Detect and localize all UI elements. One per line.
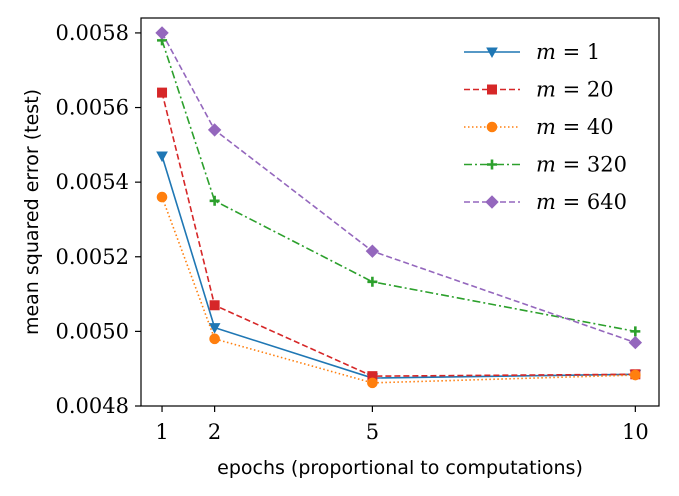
data-point-3-2 [367,276,378,287]
data-point-0-1 [208,323,221,334]
legend-entry-3: m = 320 [464,153,627,177]
data-point-1-1 [209,300,220,311]
plot-frame [140,17,660,407]
y-tick-label: 0.0052 [56,245,129,269]
x-axis-label: epochs (proportional to computations) [217,457,583,479]
legend-label-rest-3: = 320 [556,153,627,177]
legend-label-var-2: m [536,115,556,139]
y-axis-label: mean squared error (test) [21,89,43,335]
y-tick-label: 0.0054 [56,170,129,194]
series-line-4 [161,32,636,344]
x-tick-label: 5 [366,420,379,444]
legend-label-rest-0: = 1 [556,40,600,64]
x-tick-label: 1 [155,420,168,444]
data-point-1-0 [157,87,168,98]
legend-entry-2: m = 40 [464,115,614,139]
data-point-3-3 [630,326,641,337]
y-tick-label: 0.0048 [56,394,129,418]
legend-marker-3 [487,159,497,170]
data-point-4-3 [628,335,643,350]
legend-label-var-3: m [536,153,556,177]
y-tick-label: 0.0058 [56,21,129,45]
y-tick-label: 0.0050 [56,319,129,343]
legend-label-1: m = 20 [536,78,614,102]
legend-label-rest-2: = 40 [556,115,614,139]
data-point-2-1 [209,333,220,345]
legend-label-var-1: m [536,78,556,102]
legend-entry-0: m = 1 [464,40,600,64]
series-line-3 [161,40,636,333]
x-tick-label: 2 [208,420,221,444]
legend-label-0: m = 1 [536,40,600,64]
data-point-3-1 [209,195,220,206]
legend-label-rest-4: = 640 [556,190,627,214]
legend-marker-1 [487,84,497,95]
data-point-2-3 [630,369,641,381]
legend-label-2: m = 40 [536,115,614,139]
series-layer [155,26,643,389]
data-point-2-2 [367,377,378,389]
series-line-1 [161,92,636,377]
legend-entry-4: m = 640 [464,190,627,214]
data-point-0-0 [156,151,168,163]
y-tick-label: 0.0056 [56,96,129,120]
legend-marker-0 [486,47,498,59]
series-line-0 [161,155,636,379]
ticks-layer: 1 2 5 10 0.0048 0.0050 0.0052 0.0054 0.0056 0.005… [56,21,649,444]
legend-label-4: m = 640 [536,190,627,214]
legend-label-3: m = 320 [536,153,627,177]
series-4 [155,26,643,350]
series-2 [156,191,641,389]
legend-entry-1: m = 20 [464,78,614,102]
x-tick-label: 10 [622,420,649,444]
legend-label-rest-1: = 20 [556,78,614,102]
legend-label-var-0: m [536,40,556,64]
data-point-2-0 [156,191,168,203]
legend-marker-4 [485,195,499,209]
data-point-4-1 [207,123,222,137]
series-line-2 [161,196,636,384]
legend-label-var-4: m [536,190,556,214]
legend-marker-2 [486,121,498,133]
data-point-4-0 [155,26,169,40]
data-point-4-2 [365,244,380,258]
